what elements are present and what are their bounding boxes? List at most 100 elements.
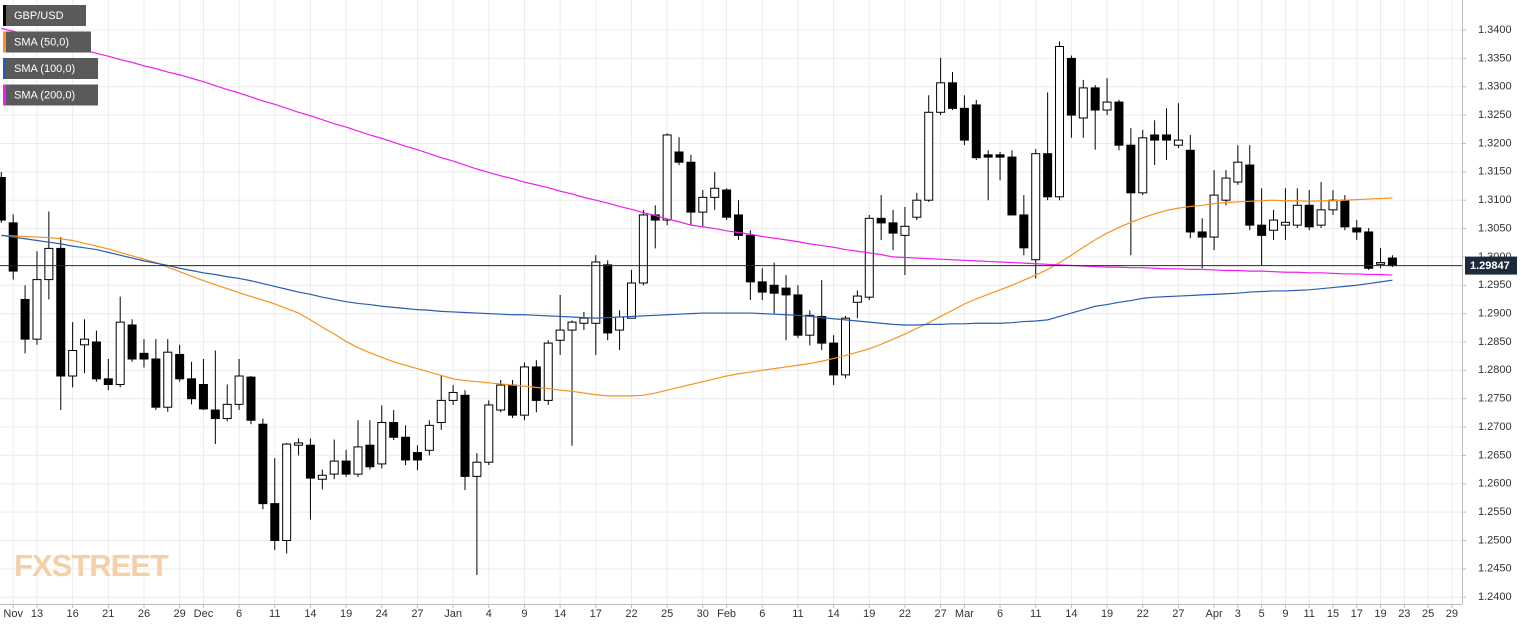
candle-body <box>924 111 934 201</box>
candle-body <box>1364 231 1374 269</box>
candle-body <box>543 342 553 401</box>
candle-body <box>1090 87 1100 111</box>
x-tick-label: 5 <box>1259 608 1265 620</box>
candle-body <box>722 189 732 218</box>
candle-body <box>32 279 42 340</box>
candle-body <box>1221 177 1231 201</box>
candle-body <box>436 399 446 424</box>
candle-body <box>745 234 755 283</box>
candle-body <box>1162 134 1172 141</box>
candle-body <box>638 214 648 284</box>
candle-body <box>662 134 672 221</box>
y-tick-label: 1.3100 <box>1478 194 1512 206</box>
candle-body <box>329 460 339 475</box>
legend-swatch <box>3 5 6 26</box>
candle-body <box>258 423 268 505</box>
candle-body <box>1280 221 1290 226</box>
candle-body <box>496 384 506 411</box>
x-tick-label: 15 <box>1327 608 1339 620</box>
candle-body <box>139 352 149 360</box>
candle-body <box>508 384 518 416</box>
candle-body <box>68 349 78 377</box>
candle-body <box>1138 137 1148 194</box>
x-tick-label: 6 <box>997 608 1003 620</box>
y-tick-label: 1.2800 <box>1478 364 1512 376</box>
x-tick-label: 19 <box>863 608 875 620</box>
x-tick-label: 6 <box>759 608 765 620</box>
x-tick-label: 14 <box>304 608 316 620</box>
candle-body <box>80 338 90 346</box>
candle-body <box>210 409 220 420</box>
candle-body <box>1257 224 1267 236</box>
candle-body <box>460 394 470 477</box>
candle-body <box>840 317 850 376</box>
x-tick-label: 25 <box>1422 608 1434 620</box>
x-tick-label: 14 <box>1065 608 1077 620</box>
x-tick-label: Mar <box>955 608 974 620</box>
x-tick-label: 29 <box>174 608 186 620</box>
candle-body <box>1387 257 1397 267</box>
plot-area <box>0 27 1462 576</box>
candle-body <box>127 324 137 360</box>
x-tick-label: 27 <box>934 608 946 620</box>
x-tick-label: 23 <box>1398 608 1410 620</box>
candle-body <box>1102 101 1112 111</box>
candle-body <box>519 366 529 416</box>
last-price-label: 1.29847 <box>1470 260 1510 272</box>
candle-body <box>710 187 720 198</box>
candle-body <box>1376 262 1386 265</box>
legend-box <box>3 5 86 26</box>
x-tick-label: 11 <box>1030 608 1041 620</box>
candle-body <box>222 403 232 420</box>
y-tick-label: 1.2400 <box>1478 591 1512 603</box>
x-tick-label: 19 <box>1101 608 1113 620</box>
x-tick-label: 22 <box>899 608 911 620</box>
y-tick-label: 1.2750 <box>1478 393 1512 405</box>
candle-body <box>234 375 244 405</box>
candle-body <box>1233 161 1243 183</box>
candle-body <box>603 264 613 334</box>
y-tick-label: 1.2650 <box>1478 449 1512 461</box>
candle-body <box>1340 199 1350 228</box>
candle-body <box>1114 101 1124 146</box>
x-tick-label: Nov <box>3 608 23 620</box>
legend-swatch <box>3 84 6 106</box>
candle-body <box>44 247 54 281</box>
legend-swatch <box>3 58 6 79</box>
candle-body <box>91 341 101 380</box>
x-tick-label: 11 <box>269 608 280 620</box>
x-tick-label: 25 <box>661 608 673 620</box>
y-tick-label: 1.3200 <box>1478 137 1512 149</box>
x-tick-label: 27 <box>1172 608 1184 620</box>
candle-body <box>294 442 304 446</box>
candle-body <box>389 422 399 438</box>
candle-body <box>472 461 482 477</box>
x-tick-label: 30 <box>697 608 709 620</box>
candle-body <box>674 151 684 163</box>
candle-body <box>377 422 387 465</box>
candle-body <box>1328 199 1338 211</box>
candle-body <box>341 460 351 475</box>
candle-body <box>698 196 708 213</box>
x-tick-label: 22 <box>625 608 637 620</box>
x-tick-label: 3 <box>1235 608 1241 620</box>
candle-body <box>781 287 791 296</box>
x-tick-label: 17 <box>1351 608 1363 620</box>
y-tick-label: 1.2500 <box>1478 534 1512 546</box>
watermark: FXSTREET <box>14 548 169 583</box>
candle-body <box>401 436 411 461</box>
candle-body <box>424 424 434 451</box>
x-tick-label: 19 <box>1374 608 1386 620</box>
y-tick-label: 1.2450 <box>1478 563 1512 575</box>
candle-body <box>103 378 113 386</box>
axes: 1.2400 1.2450 1.2500 1.2550 1.2600 1.2650 1.27… <box>0 0 1517 620</box>
candle-body <box>936 82 946 113</box>
y-tick-label: 1.3350 <box>1478 52 1512 64</box>
candle-body <box>567 321 577 331</box>
x-tick-label: 22 <box>1137 608 1149 620</box>
candle-body <box>163 351 173 408</box>
legend-box <box>3 84 98 106</box>
x-tick-label: 11 <box>1303 608 1314 620</box>
